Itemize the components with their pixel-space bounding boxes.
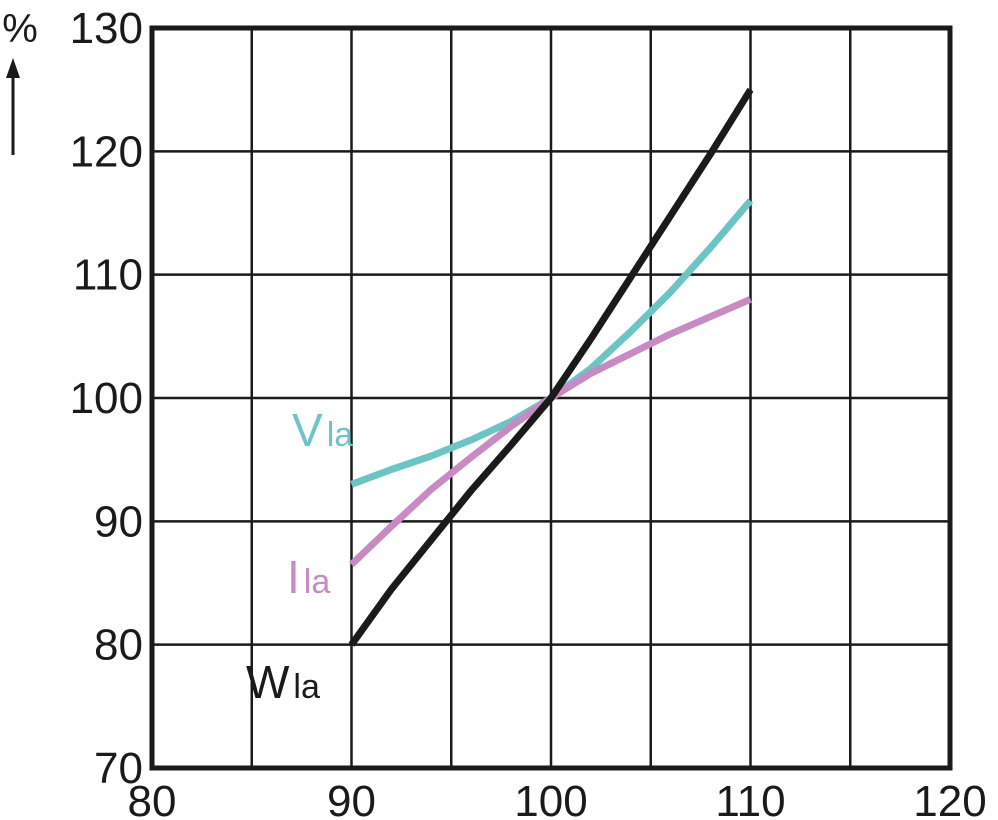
series-label-sub: la: [327, 416, 354, 454]
series-label-main: I: [287, 551, 300, 603]
x-tick-label: 90: [327, 777, 376, 820]
series-label-main: V: [292, 404, 323, 456]
x-tick-label: 100: [514, 777, 587, 820]
y-axis-label: %: [2, 7, 38, 155]
y-tick-label: 100: [70, 374, 143, 423]
y-tick-labels: 70 80 90 100 110 120 130: [70, 4, 143, 793]
plot-frame: [149, 25, 953, 771]
series-label-sub: la: [293, 668, 320, 706]
series-line-2: [348, 87, 754, 647]
x-tick-label: 120: [913, 777, 986, 820]
x-tick-label: 110: [715, 777, 785, 820]
y-tick-label: 90: [94, 497, 143, 546]
grid-lines: [152, 28, 950, 768]
up-arrow-head-icon: [6, 58, 20, 78]
y-tick-label: 70: [94, 744, 143, 793]
series-lines: [348, 87, 754, 647]
y-tick-label: 130: [70, 4, 143, 53]
series-label-main: W: [246, 656, 290, 708]
y-tick-label: 110: [73, 251, 143, 300]
x-tick-label: 80: [128, 777, 177, 820]
series-label-sub: la: [304, 563, 331, 601]
y-axis-unit: %: [2, 7, 38, 51]
y-tick-label: 80: [94, 621, 143, 670]
x-tick-labels: 80 90 100 110 120: [128, 777, 987, 820]
y-tick-label: 120: [70, 127, 143, 176]
